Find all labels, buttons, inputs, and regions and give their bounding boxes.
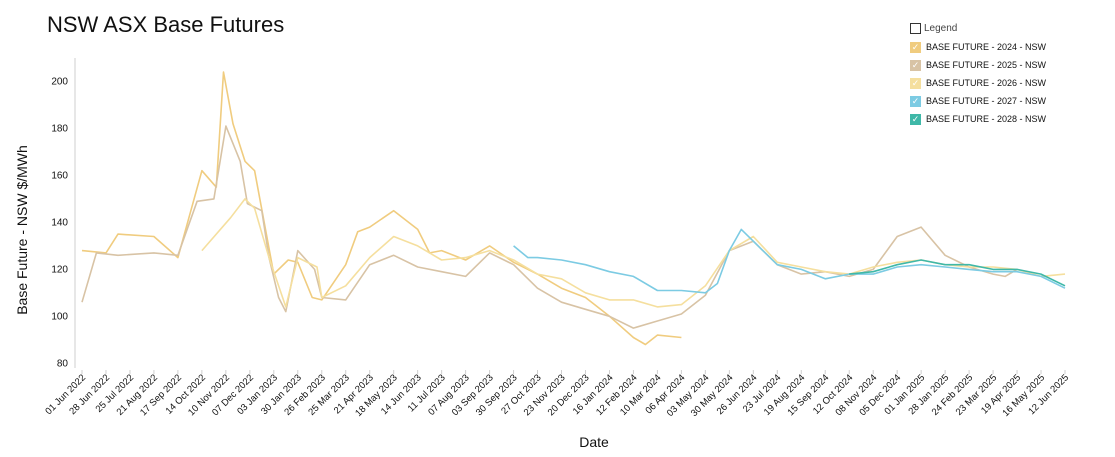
y-axis: 80 100 120 140 160 180 200 — [51, 58, 76, 369]
legend-label: BASE FUTURE - 2024 - NSW — [926, 42, 1047, 52]
series-line-4 — [849, 259, 1066, 287]
legend-items: ✓ BASE FUTURE - 2024 - NSW ✓ BASE FUTURE - … — [910, 38, 1046, 128]
legend-check-icon[interactable]: ✓ — [910, 41, 921, 53]
y-tick-label: 180 — [51, 123, 68, 134]
legend-label: BASE FUTURE - 2027 - NSW — [926, 96, 1047, 106]
legend-item-0[interactable]: ✓ BASE FUTURE - 2024 - NSW — [910, 38, 1046, 56]
legend-item-1[interactable]: ✓ BASE FUTURE - 2025 - NSW — [910, 56, 1046, 74]
legend-check-icon[interactable]: ✓ — [910, 95, 921, 107]
y-tick-label: 120 — [51, 264, 68, 275]
y-tick-label: 100 — [51, 311, 68, 322]
legend-toggle-checkbox[interactable] — [910, 23, 921, 34]
legend: Legend ✓ BASE FUTURE - 2024 - NSW ✓ BASE FU… — [910, 23, 1046, 128]
x-axis-label: Date — [579, 434, 609, 450]
legend-check-icon[interactable]: ✓ — [910, 77, 921, 89]
y-tick-label: 160 — [51, 170, 68, 181]
legend-item-4[interactable]: ✓ BASE FUTURE - 2028 - NSW — [910, 110, 1046, 128]
y-tick-label: 140 — [51, 217, 68, 228]
series-line-3 — [513, 228, 1066, 294]
legend-label: BASE FUTURE - 2026 - NSW — [926, 78, 1047, 88]
legend-label: BASE FUTURE - 2028 - NSW — [926, 114, 1047, 124]
y-axis-label: Base Future - NSW $/MWh — [14, 145, 30, 315]
series-line-0 — [81, 71, 682, 346]
legend-item-3[interactable]: ✓ BASE FUTURE - 2027 - NSW — [910, 92, 1046, 110]
legend-item-2[interactable]: ✓ BASE FUTURE - 2026 - NSW — [910, 74, 1046, 92]
chart-title: NSW ASX Base Futures — [47, 12, 285, 37]
y-tick-label: 80 — [57, 358, 69, 369]
series-lines — [81, 71, 1066, 346]
legend-check-icon[interactable]: ✓ — [910, 59, 921, 71]
series-line-2 — [201, 198, 1066, 308]
y-tick-label: 200 — [51, 76, 68, 87]
legend-label: BASE FUTURE - 2025 - NSW — [926, 60, 1047, 70]
legend-check-icon[interactable]: ✓ — [910, 113, 921, 125]
legend-header[interactable]: Legend — [910, 23, 1046, 34]
legend-title: Legend — [924, 23, 958, 34]
